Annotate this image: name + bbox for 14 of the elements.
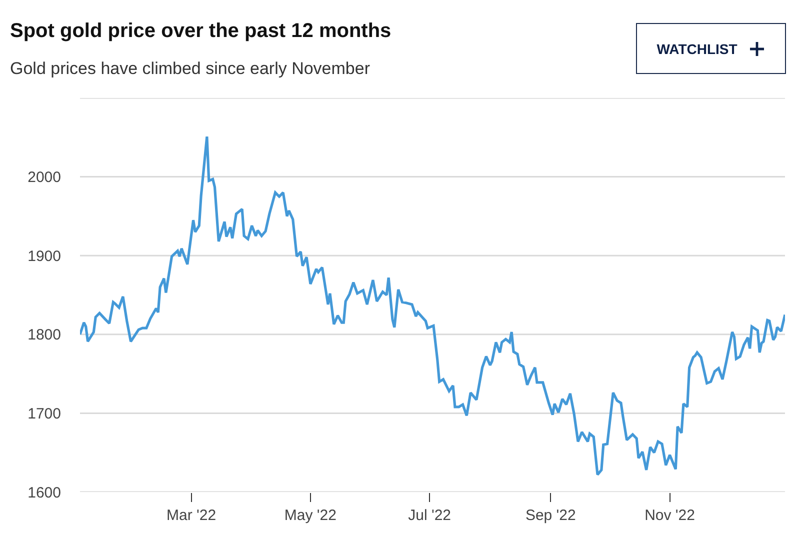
x-tick-label: May '22 bbox=[284, 507, 336, 524]
y-tick-label: 1600 bbox=[28, 484, 61, 502]
y-tick-label: 1700 bbox=[28, 405, 61, 422]
x-tick-label: Mar '22 bbox=[166, 507, 216, 524]
x-tick-label: Sep '22 bbox=[525, 507, 576, 524]
chart-title: Spot gold price over the past 12 months bbox=[10, 20, 392, 43]
text: WATCHLIST bbox=[656, 40, 738, 56]
x-tick-label: Jul '22 bbox=[408, 507, 452, 524]
x-tick-label: Nov '22 bbox=[644, 507, 695, 524]
y-tick-label: 2000 bbox=[28, 169, 61, 186]
line-series bbox=[80, 135, 785, 476]
y-tick-label: 1800 bbox=[28, 326, 61, 344]
y-tick-label: 1900 bbox=[28, 248, 61, 265]
chart-subtitle: Gold prices have climbed since early November bbox=[10, 59, 370, 79]
